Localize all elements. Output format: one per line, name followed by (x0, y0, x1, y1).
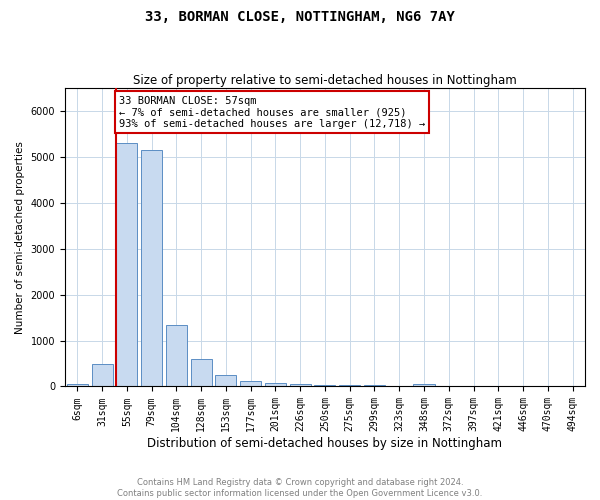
Text: 33 BORMAN CLOSE: 57sqm
← 7% of semi-detached houses are smaller (925)
93% of sem: 33 BORMAN CLOSE: 57sqm ← 7% of semi-deta… (119, 96, 425, 129)
Bar (92, 364, 113, 386)
Title: Size of property relative to semi-detached houses in Nottingham: Size of property relative to semi-detach… (133, 74, 517, 87)
Text: 33, BORMAN CLOSE, NOTTINGHAM, NG6 7AY: 33, BORMAN CLOSE, NOTTINGHAM, NG6 7AY (145, 10, 455, 24)
Text: Contains HM Land Registry data © Crown copyright and database right 2024.
Contai: Contains HM Land Registry data © Crown c… (118, 478, 482, 498)
Y-axis label: Number of semi-detached properties: Number of semi-detached properties (15, 141, 25, 334)
Bar (166, 324, 187, 386)
Bar (141, 150, 162, 386)
Bar (116, 143, 137, 386)
Bar (364, 385, 385, 386)
X-axis label: Distribution of semi-detached houses by size in Nottingham: Distribution of semi-detached houses by … (148, 437, 502, 450)
Bar (67, 384, 88, 386)
Bar (413, 384, 434, 386)
Bar (314, 385, 335, 386)
Bar (191, 359, 212, 386)
Bar (290, 384, 311, 386)
Bar (240, 380, 261, 386)
Bar (215, 375, 236, 386)
Bar (265, 383, 286, 386)
